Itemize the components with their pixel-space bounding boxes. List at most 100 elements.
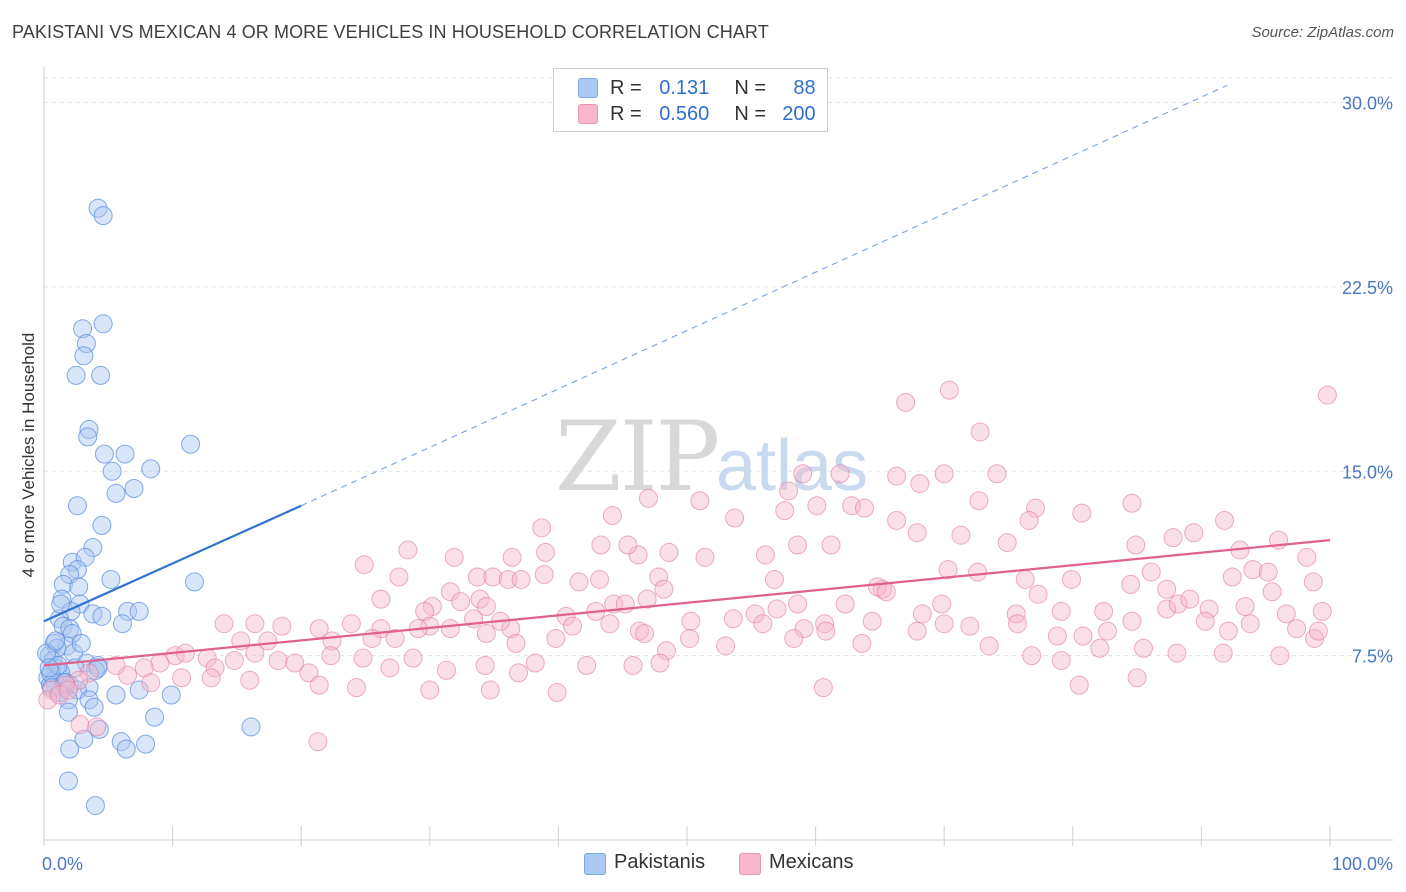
point-mexicans	[650, 653, 670, 673]
bottom-legend-label: Pakistanis	[614, 851, 706, 873]
point-pakistanis	[93, 206, 113, 226]
point-pakistanis	[85, 796, 105, 816]
point-pakistanis	[75, 547, 95, 567]
point-mexicans	[546, 628, 566, 648]
grid-lines	[44, 77, 1393, 657]
point-mexicans	[240, 670, 260, 690]
point-pakistanis	[78, 427, 98, 447]
point-mexicans	[1258, 562, 1278, 582]
point-mexicans	[649, 567, 669, 587]
point-mexicans	[816, 621, 836, 641]
y-tick-label: 30.0%	[1342, 94, 1393, 114]
watermark-zip: ZIP	[555, 401, 718, 513]
point-mexicans	[1019, 510, 1039, 530]
point-mexicans	[69, 670, 89, 690]
point-mexicans	[1026, 498, 1046, 518]
point-mexicans	[1157, 599, 1177, 619]
point-mexicans	[1015, 569, 1035, 589]
point-mexicans	[1235, 596, 1255, 616]
point-pakistanis	[93, 314, 113, 334]
point-mexicans	[753, 614, 773, 634]
point-mexicans	[467, 567, 487, 587]
point-mexicans	[389, 567, 409, 587]
legend-r-value: 0.131	[659, 77, 710, 99]
point-mexicans	[205, 658, 225, 678]
point-mexicans	[1122, 611, 1142, 631]
point-mexicans	[1022, 646, 1042, 666]
point-mexicans	[794, 619, 814, 639]
point-mexicans	[1317, 385, 1337, 405]
point-mexicans	[618, 535, 638, 555]
point-mexicans	[1243, 560, 1263, 580]
point-mexicans	[979, 636, 999, 656]
bottom-legend-swatch-mexicans	[739, 853, 761, 875]
point-mexicans	[1121, 574, 1141, 594]
point-mexicans	[755, 545, 775, 565]
point-pakistanis	[58, 771, 78, 791]
point-mexicans	[638, 488, 658, 508]
point-mexicans	[876, 582, 896, 602]
point-mexicans	[79, 663, 99, 683]
point-mexicans	[346, 678, 366, 698]
point-mexicans	[506, 633, 526, 653]
point-mexicans	[534, 565, 554, 585]
point-mexicans	[852, 633, 872, 653]
point-mexicans	[1126, 535, 1146, 555]
point-mexicans	[420, 680, 440, 700]
point-pakistanis	[74, 729, 94, 749]
point-pakistanis	[141, 459, 161, 479]
bottom-legend-label: Mexicans	[769, 851, 854, 873]
point-pakistanis	[129, 680, 149, 700]
point-mexicans	[1069, 675, 1089, 695]
point-pakistanis	[184, 572, 204, 592]
point-mexicans	[968, 562, 988, 582]
legend-n-value: 200	[782, 103, 816, 125]
trend-line-pakistanis-extrapolated	[300, 84, 1228, 507]
point-pakistanis	[101, 569, 121, 589]
point-mexicans	[70, 714, 90, 734]
point-mexicans	[725, 508, 745, 528]
point-mexicans	[1270, 646, 1290, 666]
point-pakistanis	[129, 601, 149, 621]
point-mexicans	[224, 651, 244, 671]
point-pakistanis	[53, 574, 73, 594]
point-mexicans	[896, 392, 916, 412]
point-mexicans	[437, 660, 457, 680]
point-mexicans	[563, 616, 583, 636]
point-mexicans	[118, 665, 138, 685]
point-mexicans	[480, 680, 500, 700]
point-mexicans	[1122, 493, 1142, 513]
point-mexicans	[654, 579, 674, 599]
point-mexicans	[285, 653, 305, 673]
point-mexicans	[938, 560, 958, 580]
point-mexicans	[1051, 601, 1071, 621]
point-mexicans	[1167, 643, 1187, 663]
x-tick-label: 0.0%	[42, 854, 83, 874]
point-mexicans	[385, 628, 405, 648]
point-mexicans	[775, 501, 795, 521]
point-mexicans	[440, 619, 460, 639]
point-mexicans	[1303, 572, 1323, 592]
series-pakistanis	[37, 198, 261, 816]
point-pakistanis	[89, 719, 109, 739]
legend-n-label: N =	[734, 77, 767, 99]
point-mexicans	[910, 474, 930, 494]
point-mexicans	[629, 621, 649, 641]
point-mexicans	[907, 621, 927, 641]
point-mexicans	[623, 655, 643, 675]
legend-r-label: R =	[610, 77, 642, 99]
point-mexicans	[476, 596, 496, 616]
y-axis-label: 4 or more Vehicles in Household	[19, 333, 38, 578]
point-mexicans	[695, 547, 715, 567]
point-pakistanis	[102, 461, 122, 481]
point-mexicans	[214, 614, 234, 634]
point-mexicans	[476, 624, 496, 644]
point-mexicans	[1222, 567, 1242, 587]
point-pakistanis	[106, 685, 126, 705]
point-mexicans	[932, 594, 952, 614]
point-pakistanis	[124, 478, 144, 498]
point-mexicans	[590, 569, 610, 589]
point-mexicans	[635, 624, 655, 644]
point-mexicans	[577, 655, 597, 675]
